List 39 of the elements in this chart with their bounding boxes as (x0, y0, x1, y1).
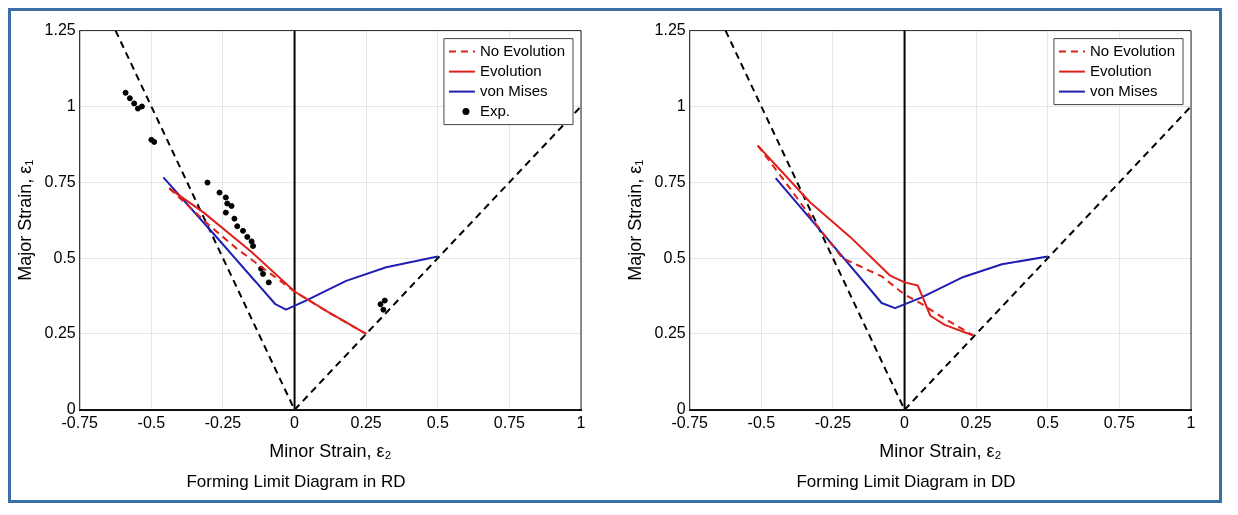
y-tick-label: 0.25 (654, 324, 686, 342)
legend-label: Evolution (479, 61, 542, 79)
y-tick-label: 1.25 (44, 21, 76, 39)
x-tick-label: 0 (290, 413, 300, 431)
legend-label: Evolution (1089, 61, 1152, 79)
y-tick-label: 0.25 (44, 324, 76, 342)
y-tick-label: 1 (66, 96, 76, 114)
y-axis-title: Major Strain, ε₁ (624, 159, 645, 281)
legend-label: von Mises (479, 81, 548, 99)
x-tick-label: -0.25 (204, 413, 242, 431)
x-tick-label: 0.25 (350, 413, 382, 431)
x-tick-label: 1 (576, 413, 586, 431)
x-tick-label: -0.5 (747, 413, 776, 431)
y-tick-label: 0.5 (53, 248, 76, 266)
x-axis-title: Minor Strain, ε₂ (269, 440, 392, 461)
x-tick-label: -0.5 (137, 413, 166, 431)
y-tick-label: 0.75 (654, 172, 686, 190)
x-tick-label: -0.75 (61, 413, 99, 431)
x-tick-label: 0.5 (1036, 413, 1059, 431)
y-tick-label: 1.25 (654, 21, 686, 39)
x-tick-label: 0.25 (960, 413, 992, 431)
x-tick-label: 0.5 (426, 413, 449, 431)
y-axis-title: Major Strain, ε₁ (14, 159, 35, 281)
legend-label: Exp. (479, 101, 510, 119)
x-tick-label: 0 (900, 413, 910, 431)
legend-label: von Mises (1089, 81, 1158, 99)
text: Forming Limit Diagram in RD (186, 472, 406, 492)
y-tick-label: 1 (676, 96, 686, 114)
legend-label: No Evolution (1089, 41, 1176, 59)
x-tick-label: 0.75 (493, 413, 526, 431)
y-tick-label: 0.5 (663, 248, 686, 266)
x-tick-label: 1 (1186, 413, 1196, 431)
legend-label: No Evolution (479, 41, 566, 59)
text: Forming Limit Diagram in DD (796, 472, 1016, 492)
x-tick-label: -0.25 (814, 413, 852, 431)
x-tick-label: 0.75 (1103, 413, 1136, 431)
y-tick-label: 0.75 (44, 172, 76, 190)
x-axis-title: Minor Strain, ε₂ (879, 440, 1002, 461)
x-tick-label: -0.75 (671, 413, 709, 431)
